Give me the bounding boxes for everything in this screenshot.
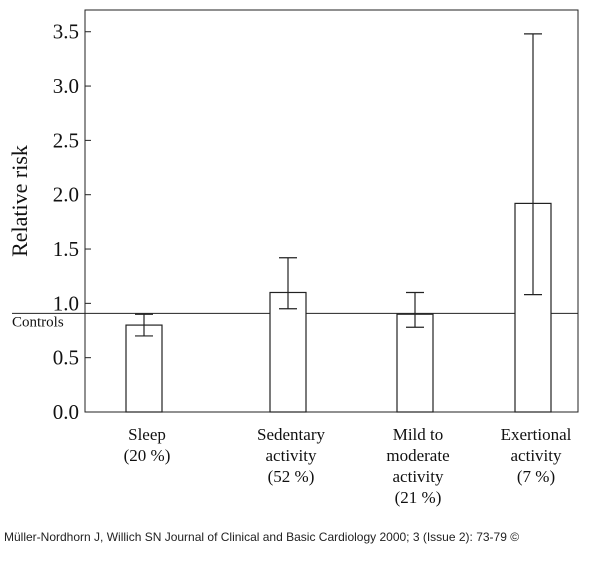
category-label: (52 %): [268, 467, 315, 486]
category-label: moderate: [386, 446, 449, 465]
category-label: Sedentary: [257, 425, 325, 444]
category-label: activity: [511, 446, 562, 465]
category-label: (7 %): [517, 467, 555, 486]
category-label: activity: [266, 446, 317, 465]
labels: 0.0 0.5 1.0 1.5 2.0 2.5 3.0 3.5 Relative risk Con…: [7, 20, 572, 507]
category-label: activity: [393, 467, 444, 486]
y-tick-label: 3.0: [53, 74, 79, 98]
y-tick-label: 2.5: [53, 128, 79, 152]
y-tick-label: 2.0: [53, 183, 79, 207]
y-tick-label: 3.5: [53, 20, 79, 44]
figure-caption: Müller-Nordhorn J, Willich SN Journal of…: [4, 530, 520, 544]
category-label: Exertional: [501, 425, 572, 444]
y-axis-label: Relative risk: [7, 145, 32, 257]
y-tick-label: 0.0: [53, 400, 79, 424]
bar: [269, 291, 307, 413]
controls-label: Controls: [12, 314, 64, 330]
category-label: (20 %): [124, 446, 171, 465]
y-tick-label: 0.5: [53, 346, 79, 370]
relative-risk-chart: 0.0 0.5 1.0 1.5 2.0 2.5 3.0 3.5 Relative risk Con…: [7, 9, 579, 507]
category-label: Sleep: [128, 425, 166, 444]
bar: [125, 324, 163, 413]
y-tick-label: 1.5: [53, 237, 79, 261]
y-tick-label: 1.0: [53, 291, 79, 315]
bars: [125, 33, 552, 413]
bar: [396, 313, 434, 413]
plot-frame: [84, 9, 579, 413]
category-label: Mild to: [393, 425, 444, 444]
category-label: (21 %): [395, 488, 442, 507]
